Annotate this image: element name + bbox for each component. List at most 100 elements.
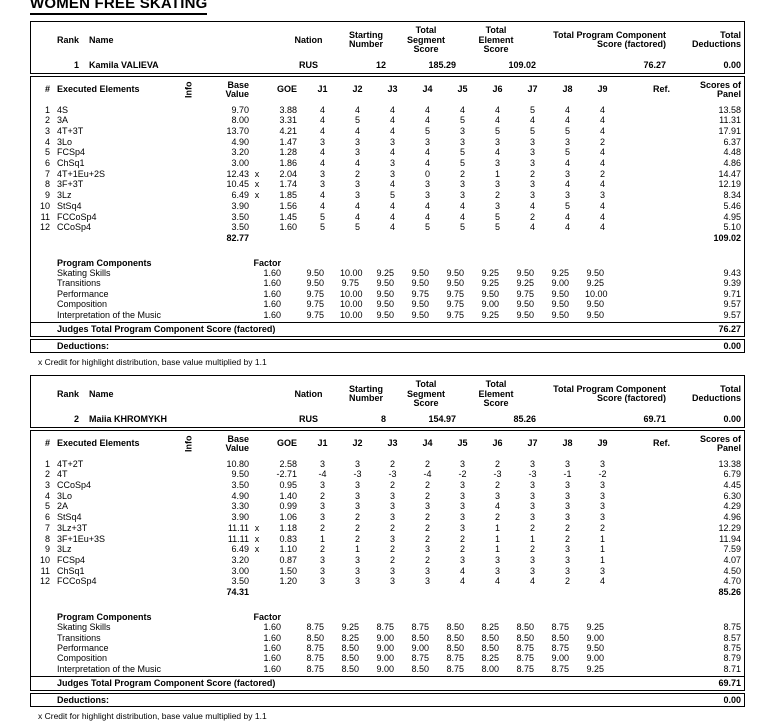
ref-cell	[620, 158, 670, 169]
element-number: 2	[44, 115, 50, 126]
judge-score: 4	[319, 147, 325, 158]
judge-score: 3	[354, 458, 360, 469]
element-goe: 0.95	[279, 479, 297, 490]
element-number: 4	[44, 490, 50, 501]
element-name: 3F+1Eu+3S	[57, 533, 106, 544]
executed-elements-header: Executed Elements	[57, 438, 140, 449]
judge-score: 3	[529, 501, 535, 512]
judge-4-header: J4	[422, 438, 433, 449]
ref-cell	[620, 633, 670, 643]
element-info	[177, 512, 201, 523]
component-factor: 1.60	[263, 653, 281, 664]
element-info	[177, 126, 201, 137]
credit-marker	[249, 126, 265, 137]
deductions-total-value: 0.00	[723, 340, 741, 351]
component-factor: 1.60	[263, 642, 281, 653]
deductions-value: 0.00	[723, 59, 741, 70]
element-info	[177, 555, 201, 566]
credit-marker	[249, 480, 265, 491]
judge-score: 2	[529, 168, 535, 179]
judge-score: 2	[424, 533, 430, 544]
component-judge-score: 9.25	[551, 268, 569, 279]
judge-score: -3	[388, 469, 397, 480]
judge-score: 3	[354, 501, 360, 512]
judge-score: 4	[389, 115, 395, 126]
spacer	[265, 233, 305, 244]
skater-name: Kamila VALIEVA	[89, 59, 159, 70]
element-name: StSq4	[57, 512, 82, 523]
panel-score-total: 85.26	[718, 587, 741, 598]
credit-marker	[249, 147, 265, 158]
judge-score: 3	[389, 512, 395, 523]
element-base-value: 3.20	[231, 554, 249, 565]
judge-score: 3	[529, 179, 535, 190]
element-name: 3Lz+3T	[57, 522, 88, 533]
judge-2-header: J2	[352, 438, 363, 449]
judge-score: 3	[459, 190, 465, 201]
element-panel-score: 5.46	[723, 200, 741, 211]
credit-marker	[249, 576, 265, 587]
element-goe: 1.20	[279, 576, 297, 587]
ref-cell	[620, 622, 670, 632]
element-name: 4T+2T	[57, 458, 84, 469]
component-judge-score: 9.00	[376, 663, 394, 674]
credit-marker: x	[254, 544, 260, 555]
element-goe: -2.71	[276, 469, 297, 480]
judge-score: 3	[389, 490, 395, 501]
judge-score: 4	[424, 115, 430, 126]
element-base-value: 3.90	[231, 512, 249, 523]
element-base-value: 12.43	[226, 168, 249, 179]
component-score-header: Total Program Component Score (factored)	[553, 29, 666, 50]
judge-score: 5	[319, 222, 325, 233]
judge-score: 2	[389, 554, 395, 565]
element-name: CCoSp4	[57, 222, 92, 233]
judge-score: -3	[493, 469, 502, 480]
credit-footnote: x Credit for highlight distribution, bas…	[38, 711, 267, 722]
component-judge-score: 9.50	[586, 268, 604, 279]
element-panel-score: 11.31	[719, 115, 741, 126]
judge-score: 4	[599, 576, 605, 587]
credit-marker	[249, 212, 265, 223]
element-name: FCCoSp4	[57, 211, 97, 222]
component-judge-score: 9.75	[306, 288, 324, 299]
judge-score: 4	[354, 200, 360, 211]
spacer	[620, 587, 670, 598]
component-judge-score: 9.00	[411, 642, 429, 653]
element-info	[177, 179, 201, 190]
element-row: 10 FCSp4 3.20 0.87 3 3 2 2 3 3 3 3 1 4.07	[31, 555, 744, 566]
judge-score: 3	[389, 158, 395, 169]
factor-header: Factor	[253, 257, 281, 268]
component-factor: 1.60	[263, 632, 281, 643]
component-judge-score: 9.50	[551, 309, 569, 320]
element-panel-score: 17.91	[718, 125, 741, 136]
credit-marker: x	[254, 179, 260, 190]
element-number: 3	[44, 125, 50, 136]
component-judge-score: 9.50	[516, 299, 534, 310]
judge-score: 4	[564, 179, 570, 190]
base-value-header: Base Value	[225, 433, 249, 454]
element-goe: 1.45	[279, 211, 297, 222]
judge-score: 3	[459, 458, 465, 469]
judge-score: 4	[599, 211, 605, 222]
element-info	[177, 137, 201, 148]
component-judge-score: 10.00	[340, 268, 363, 279]
judge-score: 5	[424, 125, 430, 136]
goe-header: GOE	[276, 84, 297, 95]
program-components-header: Program Components	[57, 257, 152, 268]
credit-marker	[249, 501, 265, 512]
ref-cell	[620, 555, 670, 566]
judge-score: 3	[354, 147, 360, 158]
component-judge-score: 8.75	[551, 622, 569, 633]
nation-header: Nation	[294, 388, 323, 399]
judge-score: 3	[459, 136, 465, 147]
credit-marker	[249, 566, 265, 577]
judge-score: 3	[529, 554, 535, 565]
ref-cell	[620, 643, 670, 653]
judge-score: 1	[494, 533, 500, 544]
judge-score: 1	[319, 533, 325, 544]
judge-score: 4	[389, 125, 395, 136]
component-judge-score: 9.00	[551, 278, 569, 289]
segment-score-value: 154.97	[428, 413, 456, 424]
element-row: 6 ChSq1 3.00 1.86 4 4 3 4 5 3 3 4 4 4.86	[31, 158, 744, 169]
element-goe: 0.99	[279, 501, 297, 512]
